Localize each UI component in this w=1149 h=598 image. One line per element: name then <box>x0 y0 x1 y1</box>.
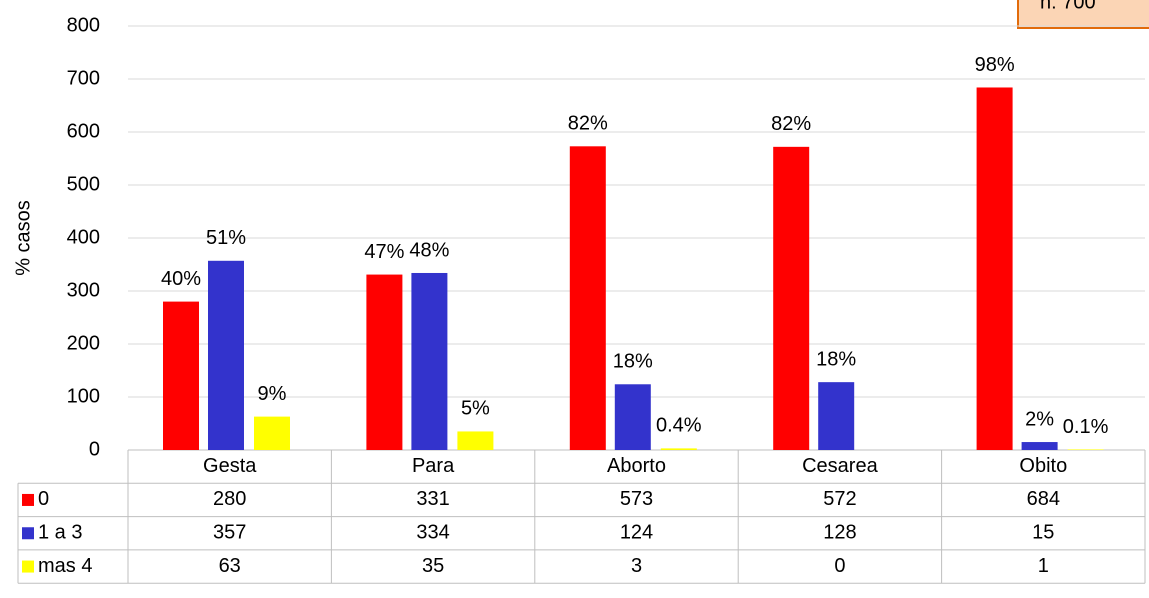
data-label: 18% <box>816 348 856 370</box>
table-value: 684 <box>1027 488 1060 510</box>
y-tick-label: 200 <box>67 332 100 354</box>
bar <box>818 382 855 450</box>
legend-swatch <box>22 493 34 506</box>
x-tick-label: Aborto <box>607 455 666 477</box>
table-value: 1 <box>1038 555 1049 577</box>
data-label: 82% <box>771 113 811 135</box>
y-tick-label: 700 <box>67 67 100 89</box>
x-tick-label: Gesta <box>203 455 257 477</box>
table-value: 35 <box>422 555 444 577</box>
table-value: 128 <box>823 522 856 544</box>
y-tick-label: 800 <box>67 14 100 36</box>
data-label: 9% <box>258 383 287 405</box>
legend-swatch <box>22 527 34 540</box>
annotation-box <box>1017 0 1149 29</box>
y-tick-label: 0 <box>89 438 100 460</box>
annotation: n: 700 <box>1040 0 1096 13</box>
legend-label: mas 4 <box>38 555 92 577</box>
bar <box>163 301 199 450</box>
bar <box>208 260 244 450</box>
data-label: 18% <box>613 351 653 373</box>
data-label: 0.1% <box>1063 416 1109 438</box>
y-tick-label: 300 <box>67 279 100 301</box>
table-value: 280 <box>213 488 246 510</box>
bar <box>1021 442 1058 450</box>
data-label: 48% <box>409 239 449 261</box>
bar <box>254 416 290 450</box>
bar <box>1067 449 1104 450</box>
table-value: 573 <box>620 488 653 510</box>
y-tick-label: 500 <box>67 173 100 195</box>
table-value: 63 <box>219 555 241 577</box>
bar <box>614 384 651 450</box>
table-value: 3 <box>631 555 642 577</box>
data-label: 98% <box>975 54 1015 76</box>
bar <box>457 431 494 450</box>
x-tick-label: Para <box>412 455 455 477</box>
data-label: 2% <box>1025 408 1054 430</box>
y-tick-label: 400 <box>67 226 100 248</box>
legend-label: 0 <box>38 488 49 510</box>
data-label: 5% <box>461 398 490 420</box>
x-tick-label: Obito <box>1019 455 1067 477</box>
table-value: 331 <box>416 488 449 510</box>
table-value: 0 <box>834 555 845 577</box>
bar <box>773 146 810 450</box>
data-label: 40% <box>161 268 201 290</box>
x-tick-label: Cesarea <box>802 455 878 477</box>
data-label: 82% <box>568 113 608 135</box>
y-tick-label: 600 <box>67 120 100 142</box>
data-label: 0.4% <box>656 415 702 437</box>
bar <box>411 272 448 450</box>
bar <box>976 87 1013 450</box>
bar <box>660 448 697 450</box>
legend-swatch <box>22 560 34 573</box>
table-value: 334 <box>416 522 449 544</box>
bar <box>366 274 403 450</box>
legend-label: 1 a 3 <box>38 522 82 544</box>
table-value: 357 <box>213 522 246 544</box>
table-value: 124 <box>620 522 653 544</box>
bar <box>569 146 606 450</box>
data-label: 51% <box>206 227 246 249</box>
table-value: 572 <box>823 488 856 510</box>
data-label: 47% <box>364 241 404 263</box>
y-tick-label: 100 <box>67 385 100 407</box>
table-value: 15 <box>1032 522 1054 544</box>
y-axis-label: % casos <box>12 200 34 276</box>
